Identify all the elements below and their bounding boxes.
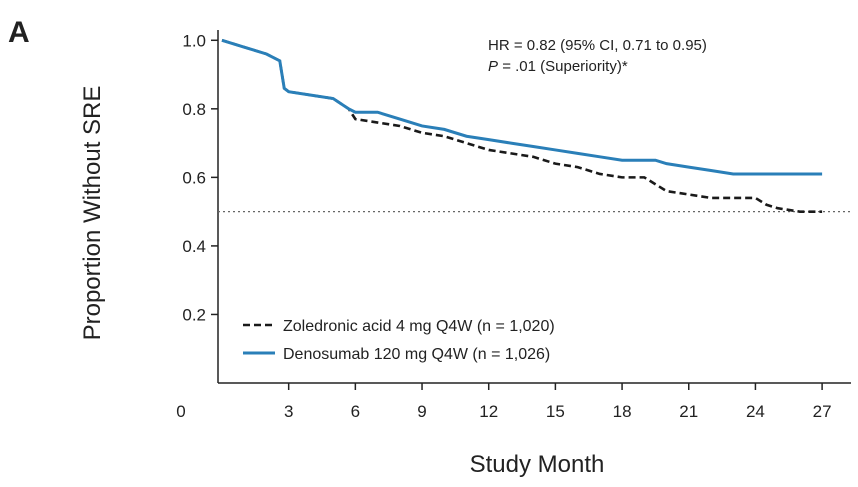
x-tick-label: 15 [546,402,565,421]
y-tick-label: 0.2 [182,305,206,324]
x-tick-label: 12 [479,402,498,421]
panel-label: A [8,16,30,49]
series-line [221,38,823,176]
x-tick-label: 0 [176,402,185,421]
legend-label: Denosumab 120 mg Q4W (n = 1,026) [283,346,550,363]
annotation: HR = 0.82 (95% CI, 0.71 to 0.95) [488,37,707,54]
annotation: P = .01 (Superiority)* [488,58,628,75]
x-axis-label: Study Month [470,451,605,478]
x-tick-label: 24 [746,402,765,421]
y-axis-label: Proportion Without SRE [79,86,106,341]
x-tick-label: 21 [679,402,698,421]
annotation-italic: P [488,58,498,75]
x-tick-label: 9 [417,402,426,421]
y-tick-label: 1.0 [182,31,206,50]
x-tick-label: 18 [613,402,632,421]
legend-label: Zoledronic acid 4 mg Q4W (n = 1,020) [283,318,555,335]
x-tick-label: 3 [284,402,293,421]
x-tick-label: 6 [351,402,360,421]
y-tick-label: 0.4 [182,237,206,256]
x-tick-label: 27 [813,402,832,421]
y-tick-label: 0.6 [182,168,206,187]
y-tick-label: 0.8 [182,100,206,119]
annotation-rest: = .01 (Superiority)* [502,58,628,75]
